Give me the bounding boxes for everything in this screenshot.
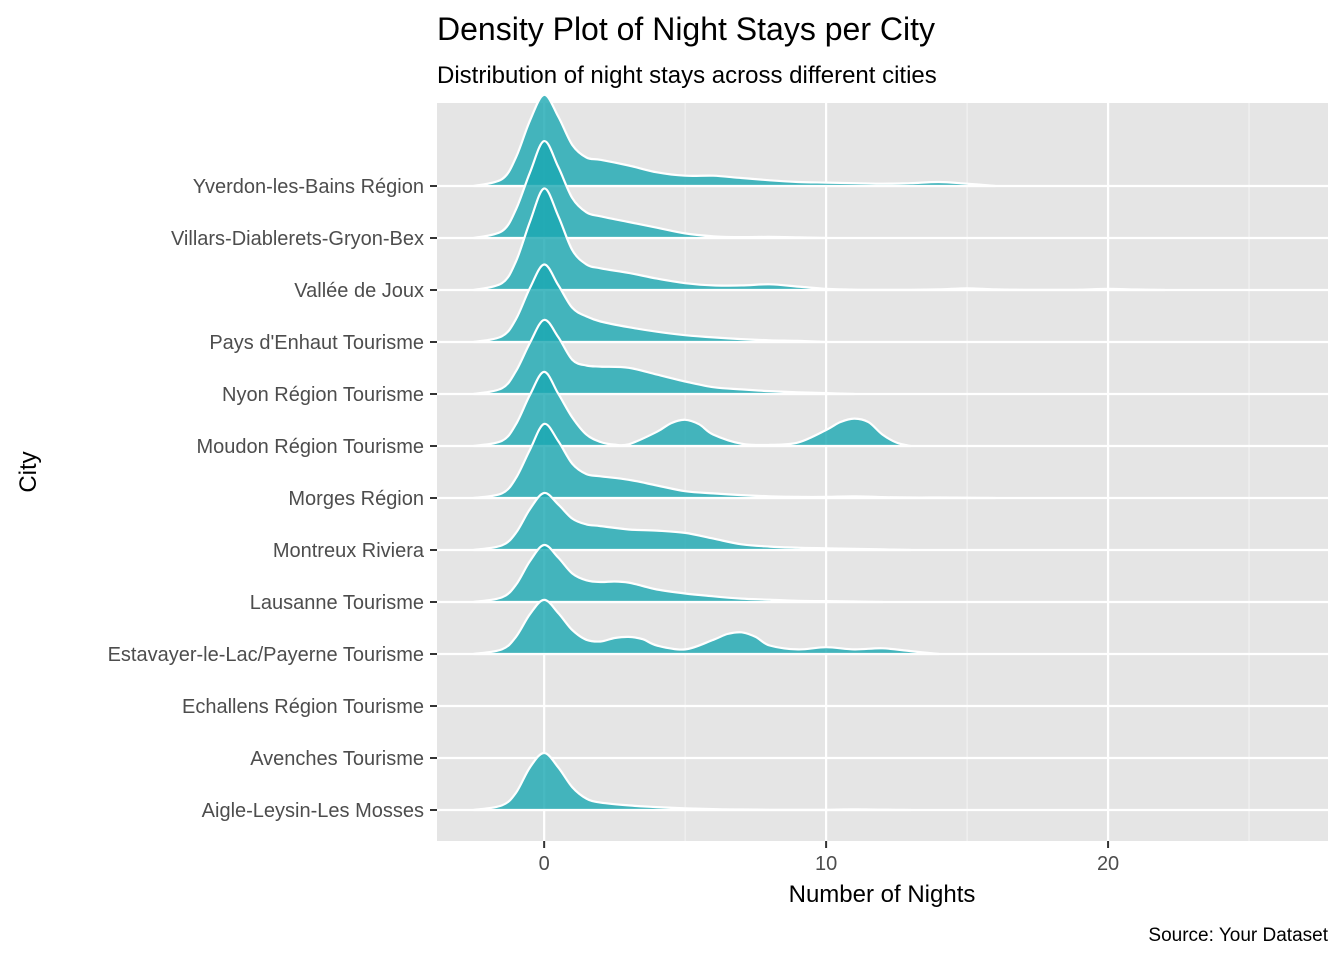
ridge-yverdon-les-bains-region [472, 93, 997, 188]
y-tick-label: Villars-Diablerets-Gryon-Bex [171, 228, 424, 250]
ridge-nyon-region-tourisme [472, 318, 856, 396]
chart-subtitle: Distribution of night stays across diffe… [437, 62, 937, 89]
y-tick-label: Yverdon-les-Bains Région [193, 176, 424, 198]
ridge-aigle-leysin-les-mosses [472, 751, 912, 812]
y-tick-label: Morges Région [288, 488, 424, 510]
grid-minor [684, 103, 1250, 841]
y-tick-label: Lausanne Tourisme [250, 592, 424, 614]
ridge-montreux-riviera [472, 491, 912, 552]
ridge-morges-region [472, 422, 997, 500]
density-ridges [472, 93, 1166, 812]
y-tick-label: Avenches Tourisme [250, 748, 424, 770]
y-tick-label: Estavayer-le-Lac/Payerne Tourisme [108, 644, 424, 666]
y-tick-label: Nyon Région Tourisme [222, 384, 424, 406]
ridge-lausanne-tourisme [472, 543, 884, 604]
x-axis-title: Number of Nights [789, 881, 976, 908]
x-tick-label: 10 [815, 853, 837, 875]
ridge-pays-d-enhaut-tourisme [472, 263, 828, 344]
y-tick-label: Pays d'Enhaut Tourisme [209, 332, 424, 354]
ridge-villars-diablerets-gryon-bex [472, 140, 828, 240]
y-tick-label: Moudon Région Tourisme [196, 436, 424, 458]
y-tick-label: Aigle-Leysin-Les Mosses [202, 800, 424, 822]
y-axis-title: City [15, 451, 42, 492]
y-tick-label: Montreux Riviera [273, 540, 425, 562]
x-axis-ticks: 0 10 20 [539, 841, 1119, 875]
x-tick-label: 20 [1097, 853, 1119, 875]
x-tick-label: 0 [539, 853, 550, 875]
chart-title: Density Plot of Night Stays per City [437, 11, 935, 47]
y-tick-label: Vallée de Joux [294, 280, 424, 302]
ridge-moudon-region-tourisme [472, 370, 912, 448]
y-tick-label: Echallens Région Tourisme [182, 696, 424, 718]
ridge-estavayer-le-lac-payerne-tourisme [472, 598, 940, 656]
y-axis-ticks: Aigle-Leysin-Les Mosses Avenches Tourisme… [108, 176, 437, 822]
chart-caption: Source: Your Dataset [1148, 925, 1328, 946]
